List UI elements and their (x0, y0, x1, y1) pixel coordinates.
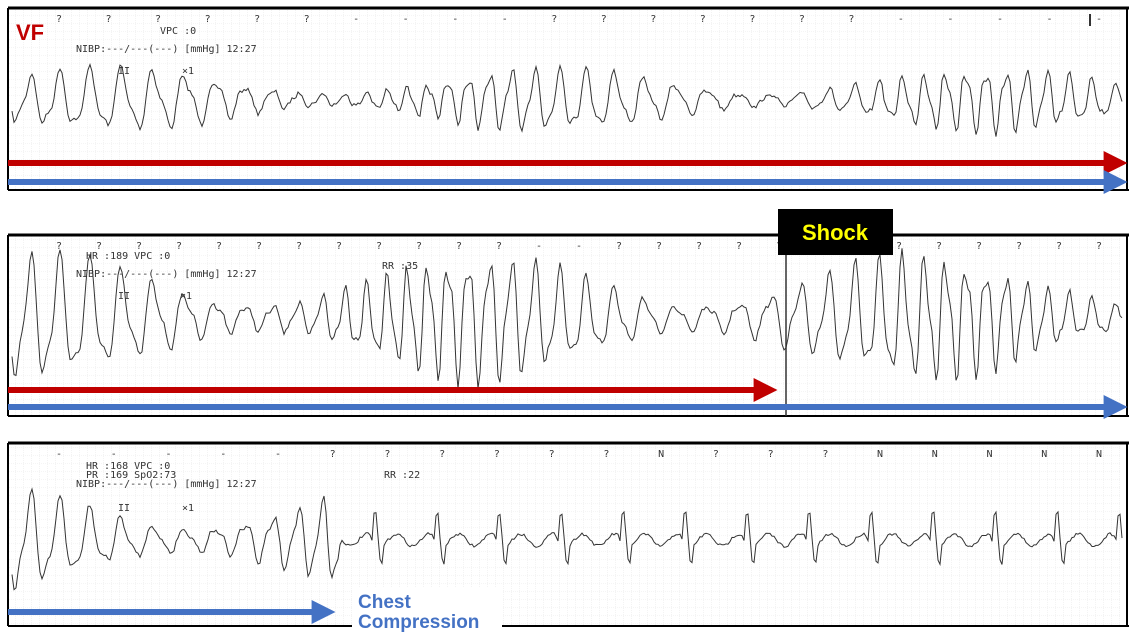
vf-label: VF (16, 20, 44, 45)
marker: - (452, 14, 458, 25)
marker: - (997, 14, 1003, 25)
marker: ? (376, 241, 382, 252)
header: RR :22 (384, 470, 420, 481)
lead: II (118, 66, 130, 77)
marker: ? (496, 241, 502, 252)
marker: - (1046, 14, 1052, 25)
marker: ? (551, 14, 557, 25)
marker: N (932, 449, 938, 460)
marker: ? (336, 241, 342, 252)
marker: ? (549, 449, 555, 460)
marker: ? (656, 241, 662, 252)
marker: ? (304, 14, 310, 25)
marker: ? (736, 241, 742, 252)
marker: - (111, 449, 117, 460)
marker: N (1041, 449, 1047, 460)
lead: II (118, 503, 130, 514)
lead: II (118, 291, 130, 302)
marker: ? (1016, 241, 1022, 252)
marker: ? (713, 449, 719, 460)
gain: ×1 (180, 291, 192, 302)
marker: - (898, 14, 904, 25)
header: HR :189 VPC :0 (86, 251, 170, 262)
marker: ? (254, 14, 260, 25)
marker: - (947, 14, 953, 25)
marker: - (165, 449, 171, 460)
marker: ? (56, 241, 62, 252)
marker: ? (384, 449, 390, 460)
marker: - (275, 449, 281, 460)
marker: ? (330, 449, 336, 460)
marker: ? (650, 14, 656, 25)
marker: ? (601, 14, 607, 25)
shock-label: Shock (802, 220, 869, 245)
marker: - (502, 14, 508, 25)
marker: ? (416, 241, 422, 252)
marker: ? (976, 241, 982, 252)
marker: - (56, 449, 62, 460)
gain: ×1 (182, 503, 194, 514)
marker: - (1096, 14, 1102, 25)
marker: ? (700, 14, 706, 25)
marker: ? (205, 14, 211, 25)
marker: N (658, 449, 664, 460)
marker: - (220, 449, 226, 460)
marker: ? (216, 241, 222, 252)
header: VPC :0 (160, 26, 196, 37)
marker: ? (494, 449, 500, 460)
marker: ? (176, 241, 182, 252)
marker: ? (155, 14, 161, 25)
marker: ? (616, 241, 622, 252)
marker: ? (749, 14, 755, 25)
marker: - (536, 241, 542, 252)
header: NIBP:---/---(---) [mmHg] 12:27 (76, 44, 257, 55)
marker: ? (439, 449, 445, 460)
marker: ? (696, 241, 702, 252)
marker: ? (896, 241, 902, 252)
header: NIBP:---/---(---) [mmHg] 12:27 (76, 269, 257, 280)
gain: ×1 (182, 66, 194, 77)
ecg-figure: ?????? - - - -??????? - - - - -???????????? - -????… (0, 0, 1129, 632)
marker: ? (256, 241, 262, 252)
marker: ? (799, 14, 805, 25)
marker: N (987, 449, 993, 460)
marker: ? (1096, 241, 1102, 252)
marker: ? (1056, 241, 1062, 252)
marker: ? (56, 14, 62, 25)
marker: ? (603, 449, 609, 460)
marker: ? (106, 14, 112, 25)
marker: ? (822, 449, 828, 460)
marker: ? (936, 241, 942, 252)
marker: - (403, 14, 409, 25)
marker: - (576, 241, 582, 252)
marker: ? (848, 14, 854, 25)
marker: N (877, 449, 883, 460)
marker: ? (456, 241, 462, 252)
marker: N (1096, 449, 1102, 460)
header: RR :35 (382, 261, 418, 272)
marker: ? (296, 241, 302, 252)
marker: - (353, 14, 359, 25)
header: NIBP:---/---(---) [mmHg] 12:27 (76, 479, 257, 490)
marker: ? (768, 449, 774, 460)
